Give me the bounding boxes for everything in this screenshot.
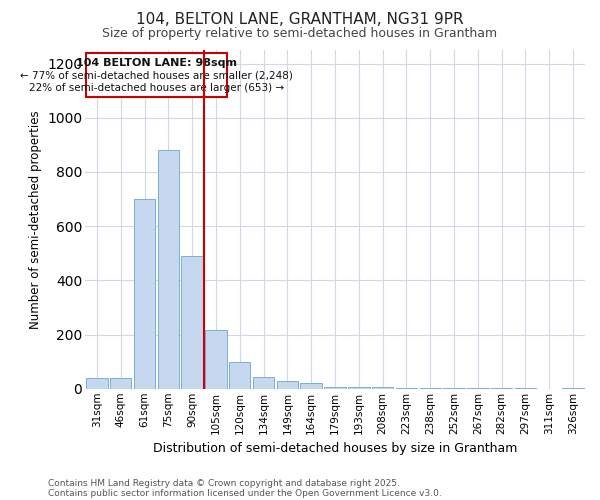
Bar	[205, 330, 227, 389]
Bar	[253, 376, 274, 389]
X-axis label: Distribution of semi-detached houses by size in Grantham: Distribution of semi-detached houses by …	[153, 442, 517, 455]
Bar	[158, 150, 179, 389]
Text: Size of property relative to semi-detached houses in Grantham: Size of property relative to semi-detach…	[103, 28, 497, 40]
Text: Contains public sector information licensed under the Open Government Licence v3: Contains public sector information licen…	[48, 488, 442, 498]
Bar	[181, 256, 203, 389]
Y-axis label: Number of semi-detached properties: Number of semi-detached properties	[29, 110, 41, 328]
Text: Contains HM Land Registry data © Crown copyright and database right 2025.: Contains HM Land Registry data © Crown c…	[48, 478, 400, 488]
Text: 22% of semi-detached houses are larger (653) →: 22% of semi-detached houses are larger (…	[29, 84, 284, 94]
Bar	[277, 380, 298, 389]
Bar	[419, 388, 441, 389]
Bar	[396, 388, 417, 389]
Text: 104 BELTON LANE: 98sqm: 104 BELTON LANE: 98sqm	[76, 58, 237, 68]
Text: 104, BELTON LANE, GRANTHAM, NG31 9PR: 104, BELTON LANE, GRANTHAM, NG31 9PR	[136, 12, 464, 28]
Bar	[467, 388, 488, 389]
Bar	[110, 378, 131, 389]
Bar	[86, 378, 107, 389]
Bar	[134, 199, 155, 389]
Text: ← 77% of semi-detached houses are smaller (2,248): ← 77% of semi-detached houses are smalle…	[20, 71, 293, 81]
Bar	[86, 52, 227, 98]
Bar	[229, 362, 250, 389]
Bar	[301, 384, 322, 389]
Bar	[348, 388, 370, 389]
Bar	[324, 388, 346, 389]
Bar	[562, 388, 584, 389]
Bar	[372, 388, 394, 389]
Bar	[443, 388, 465, 389]
